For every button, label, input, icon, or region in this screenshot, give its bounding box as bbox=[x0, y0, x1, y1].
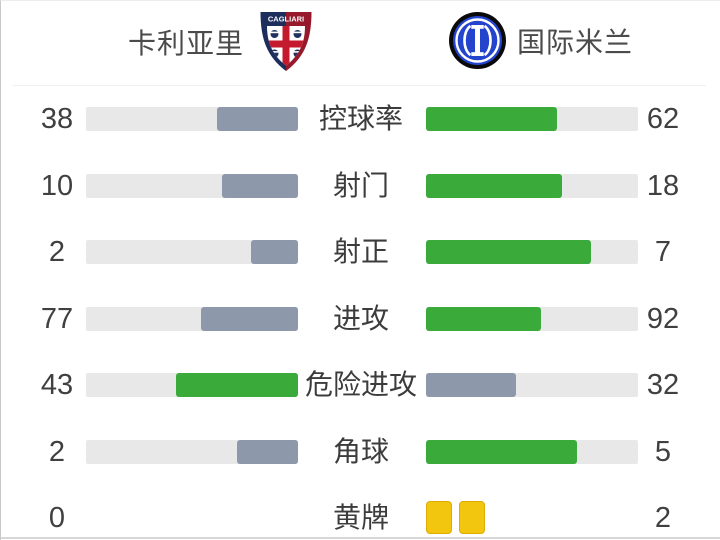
away-team-header[interactable]: 国际米兰 bbox=[449, 12, 633, 69]
away-bar-fill bbox=[426, 440, 578, 464]
stat-row: 38 控球率 62 bbox=[1, 103, 720, 135]
stat-label: 进攻 bbox=[332, 303, 389, 334]
away-bar-fill bbox=[426, 373, 517, 397]
home-bar-track bbox=[86, 240, 298, 264]
away-value: 2 bbox=[654, 502, 672, 534]
home-value: 2 bbox=[48, 236, 66, 268]
bottom-divider bbox=[1, 537, 720, 539]
home-bar-fill bbox=[250, 240, 298, 264]
home-value: 2 bbox=[48, 436, 66, 468]
stat-row: 77 进攻 92 bbox=[1, 303, 720, 335]
inter-milan-badge-icon bbox=[449, 12, 506, 69]
away-team-name: 国际米兰 bbox=[517, 26, 634, 58]
header-divider bbox=[13, 85, 706, 86]
home-value: 77 bbox=[40, 303, 74, 335]
stat-row: 10 射门 18 bbox=[1, 170, 720, 202]
home-team-header[interactable]: 卡利亚里 CAGLIARI bbox=[128, 10, 315, 74]
away-value: 92 bbox=[646, 303, 680, 335]
away-bar-fill bbox=[426, 307, 542, 331]
away-bar-fill bbox=[426, 240, 591, 264]
stat-label: 黄牌 bbox=[332, 502, 389, 533]
home-bar-track bbox=[86, 307, 298, 331]
away-value: 7 bbox=[654, 236, 672, 268]
away-bar-track bbox=[426, 373, 638, 397]
home-value: 43 bbox=[40, 369, 74, 401]
home-bar-track bbox=[86, 440, 298, 464]
stat-label: 射正 bbox=[332, 236, 389, 267]
stat-row: 43 危险进攻 32 bbox=[1, 369, 720, 401]
away-bar-track bbox=[426, 307, 638, 331]
away-value: 5 bbox=[654, 436, 672, 468]
away-bar-fill bbox=[426, 174, 563, 198]
home-team-name: 卡利亚里 bbox=[128, 28, 245, 59]
away-value: 32 bbox=[646, 369, 680, 401]
stat-label: 射门 bbox=[332, 170, 389, 201]
away-bar-track bbox=[426, 174, 638, 198]
home-bar-fill bbox=[237, 440, 298, 464]
away-value: 62 bbox=[646, 103, 680, 135]
home-bar-fill bbox=[201, 307, 298, 331]
cagliari-crest-icon: CAGLIARI bbox=[260, 12, 312, 71]
home-value: 38 bbox=[40, 103, 74, 135]
yellow-card-icon bbox=[459, 501, 485, 534]
away-value: 18 bbox=[646, 170, 680, 202]
away-bar-fill bbox=[426, 107, 558, 131]
home-bar-fill bbox=[217, 107, 298, 131]
away-bar-track bbox=[426, 440, 638, 464]
home-bar-track bbox=[86, 373, 298, 397]
yellow-card-icon bbox=[426, 501, 452, 534]
away-bar-track bbox=[426, 107, 638, 131]
stat-row: 2 射正 7 bbox=[1, 236, 720, 268]
home-bar-fill bbox=[222, 174, 298, 198]
home-bar-track bbox=[86, 174, 298, 198]
stat-row: 2 角球 5 bbox=[1, 436, 720, 468]
home-bar-track bbox=[86, 107, 298, 131]
home-bar-fill bbox=[176, 373, 298, 397]
stat-label: 控球率 bbox=[318, 103, 403, 134]
home-value: 10 bbox=[40, 170, 74, 202]
away-bar-track bbox=[426, 240, 638, 264]
stat-label: 角球 bbox=[332, 436, 389, 467]
crest-banner-text: CAGLIARI bbox=[268, 15, 304, 24]
home-value: 0 bbox=[48, 502, 66, 534]
away-yellow-cards bbox=[426, 501, 485, 534]
stat-row: 0 黄牌 2 bbox=[1, 501, 720, 534]
stat-label: 危险进攻 bbox=[304, 369, 417, 400]
